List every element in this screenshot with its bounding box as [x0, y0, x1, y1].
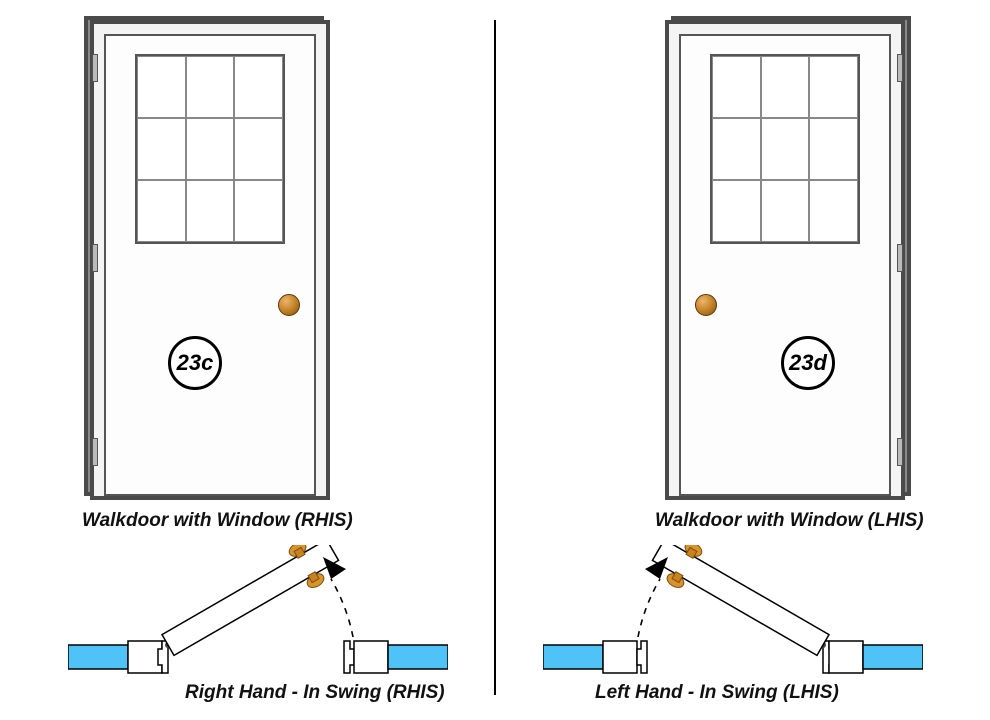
callout-id: 23c: [177, 350, 214, 376]
door-window-grid: [710, 54, 860, 244]
wall-segment: [863, 645, 923, 669]
latch-jamb: [637, 641, 647, 673]
door-slab: 23d: [679, 34, 891, 496]
hinge-icon: [897, 244, 903, 272]
callout-id: 23d: [789, 350, 827, 376]
callout-badge: 23c: [168, 336, 222, 390]
door-frame-front: 23c: [90, 20, 330, 500]
hinge-icon: [897, 438, 903, 466]
swing-caption: Right Hand - In Swing (RHIS): [185, 682, 445, 704]
jamb-segment: [603, 641, 637, 673]
door-caption: Walkdoor with Window (LHIS): [655, 510, 924, 532]
latch-jamb: [344, 641, 354, 673]
door-slab: 23c: [104, 34, 316, 496]
swing-arc: [331, 579, 353, 637]
doorknob-icon: [695, 294, 717, 316]
hinge-icon: [897, 54, 903, 82]
jamb-segment: [128, 641, 162, 673]
door-lhis: 23d: [665, 20, 905, 500]
doorknob-icon: [278, 294, 300, 316]
panel-lhis: 23d Walkdoor with Window (LHIS): [495, 0, 990, 720]
swing-diagram-rhis: [68, 545, 448, 685]
callout-badge: 23d: [781, 336, 835, 390]
swing-door-plank: [156, 545, 345, 666]
hinge-icon: [92, 438, 98, 466]
wall-segment: [68, 645, 128, 669]
door-frame-front: 23d: [665, 20, 905, 500]
door-window-grid: [135, 54, 285, 244]
swing-arc: [638, 579, 660, 637]
swing-diagram-lhis: [543, 545, 923, 685]
wall-segment: [388, 645, 448, 669]
hinge-icon: [92, 54, 98, 82]
door-caption: Walkdoor with Window (RHIS): [82, 510, 353, 532]
swing-caption: Left Hand - In Swing (LHIS): [595, 682, 839, 704]
jamb-segment: [354, 641, 388, 673]
door-rhis: 23c: [90, 20, 330, 500]
hinge-icon: [92, 244, 98, 272]
swing-door-plank: [646, 545, 835, 666]
diagram-container: 23c Walkdoor with Window (RHIS): [0, 0, 990, 720]
jamb-segment: [829, 641, 863, 673]
panel-rhis: 23c Walkdoor with Window (RHIS): [0, 0, 495, 720]
wall-segment: [543, 645, 603, 669]
